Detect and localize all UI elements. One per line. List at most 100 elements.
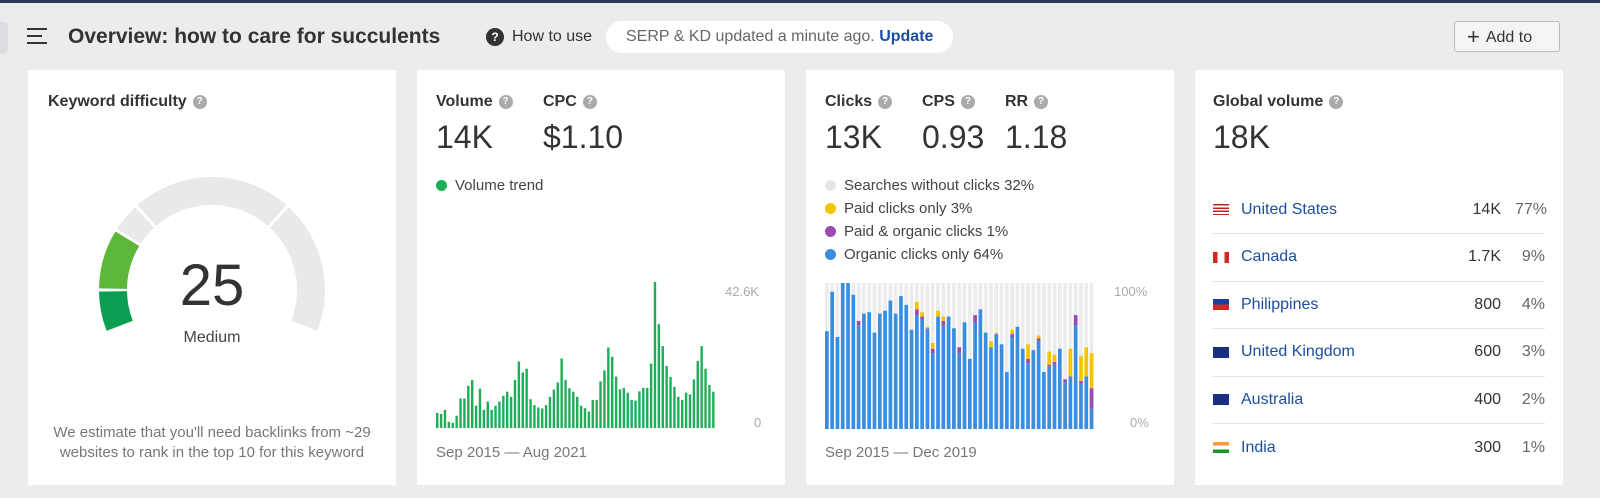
volume-bar [657,324,661,428]
clicks-bar-segment [941,320,946,326]
clicks-bar-segment [1052,364,1057,429]
legend-no-clicks: Searches without clicks 32% [825,174,1034,197]
help-icon[interactable]: ? [582,95,597,109]
clicks-bar-segment [904,304,909,429]
volume-bar [646,387,649,428]
clicks-bar-segment [909,329,914,429]
update-link[interactable]: Update [879,28,934,45]
clicks-bar-segment [973,322,977,429]
clicks-bar-segment [1036,341,1041,429]
volume-bar [579,405,583,428]
clicks-bar-segment [962,322,967,429]
clicks-bar-segment [994,332,999,335]
clicks-bar-segment [1073,325,1078,429]
help-icon[interactable]: ? [878,95,893,109]
clicks-bar-segment [1047,364,1052,367]
legend-label: Paid clicks only 3% [844,200,973,217]
country-link[interactable]: Philippines [1241,295,1319,313]
clicks-bar-segment [915,301,919,310]
help-icon[interactable]: ? [192,95,207,109]
legend-paid-organic: Paid & organic clicks 1% [825,220,1034,243]
help-icon[interactable]: ? [498,95,513,109]
clicks-bar-segment [983,332,988,429]
how-to-use-link[interactable]: ? How to use [486,28,592,46]
clicks-bar-segment [1068,348,1073,377]
kd-label: Keyword difficulty [48,93,187,110]
country-share: 77% [1515,200,1548,218]
clicks-bar-segment [936,310,940,317]
gauge-segment [117,207,155,244]
country-volume: 800 [1474,295,1501,313]
volume-bar [708,384,711,428]
volume-bar [560,358,563,428]
volume-bar [506,391,509,428]
clicks-bar-segment [1079,383,1083,429]
volume-bar [681,399,684,428]
volume-bar [509,396,513,428]
clicks-bar-segment [1015,326,1020,429]
volume-bar [576,396,579,428]
volume-bar [502,395,505,428]
add-to-button[interactable]: + Add to [1454,21,1560,52]
clicks-chart [825,283,1094,429]
clicks-bar-segment [1052,354,1057,362]
volume-bar [599,381,602,428]
volume-bar [482,409,486,428]
menu-icon[interactable] [27,28,47,46]
clicks-bar-segment [925,326,930,329]
sidebar-handle[interactable] [0,22,8,54]
volume-bar [712,391,715,428]
help-icon[interactable]: ? [960,95,975,109]
volume-bar [521,372,524,428]
volume-trend-label: Volume trend [455,177,544,194]
kd-description: We estimate that you'll need backlinks f… [53,424,371,461]
volume-bar [467,385,470,428]
volume-axis-min: 0 [754,415,762,430]
clicks-bar-segment [1047,351,1052,365]
clicks-bar-segment [825,331,829,429]
country-link[interactable]: Canada [1241,248,1298,265]
volume-bar [688,394,692,428]
clicks-bar-segment [1079,356,1083,381]
clicks-bar-segment [856,325,861,429]
volume-bar [533,405,536,428]
country-link[interactable]: United States [1241,200,1338,218]
flag-in-icon [1213,442,1229,453]
clicks-bar-segment [930,353,935,429]
volume-bar [443,409,447,428]
clicks-bar-segment [1084,347,1089,377]
serp-status: SERP & KD updated a minute ago. Update [606,21,954,53]
kd-header: Keyword difficulty? [48,93,207,111]
clicks-bar-segment [1073,315,1078,326]
clicks-bar-segment [899,296,903,429]
country-link[interactable]: India [1241,438,1276,456]
volume-bar [700,346,703,428]
country-link[interactable]: United Kingdom [1241,343,1355,360]
volume-bar [556,382,559,428]
volume-bar [548,396,552,428]
volume-bar [541,408,544,428]
volume-bar [611,356,614,428]
clicks-bar-segment [920,319,924,429]
volume-bar [673,386,676,428]
legend-dot [825,249,836,260]
help-icon[interactable]: ? [1329,95,1344,109]
clicks-bar-segment [915,309,919,316]
country-volume: 600 [1474,343,1501,360]
gauge-segment [137,176,287,227]
clicks-bar-segment [1047,366,1052,429]
clicks-bar-segment [867,312,872,429]
clicks-bar-segment [989,347,993,429]
country-volume: 1.7K [1468,248,1501,265]
volume-bar [486,401,489,428]
country-share: 3% [1521,343,1545,360]
legend-dot [825,203,836,214]
volume-bar [471,380,474,428]
volume-bar [649,363,653,428]
clicks-date-range: Sep 2015 — Dec 2019 [825,444,977,461]
no-click-bar [1063,283,1067,429]
country-link[interactable]: Australia [1241,390,1304,408]
flag-gb-icon [1213,346,1229,358]
clicks-bar-segment [1052,361,1057,365]
help-icon[interactable]: ? [1034,95,1049,109]
